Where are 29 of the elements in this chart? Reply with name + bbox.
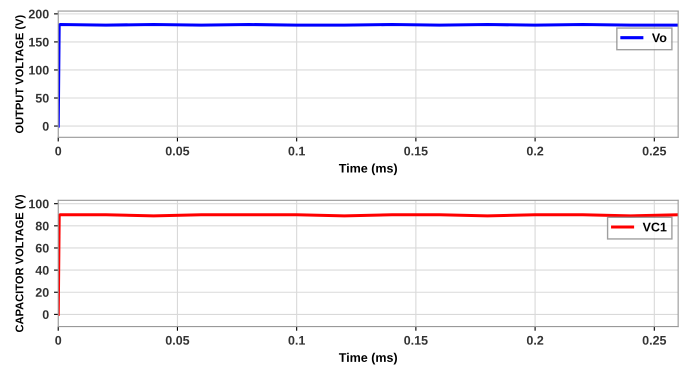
y-tick-label: 50: [36, 94, 49, 103]
y-tick-label: 20: [36, 288, 49, 297]
x-tick-label: 0: [55, 336, 62, 345]
x-tick-label: 0.05: [166, 336, 190, 345]
y-tick-label: 80: [36, 222, 49, 230]
y-tick-label: 60: [36, 244, 49, 253]
x-tick-label: 0.2: [526, 336, 544, 345]
y-tick-label: 100: [29, 66, 49, 75]
x-tick-label: 0.1: [288, 336, 305, 345]
y-tick-label: 0: [42, 122, 49, 131]
y-tick-label: 0: [42, 310, 49, 320]
legend-label: Vo: [652, 33, 666, 42]
x-tick-label: 0.05: [166, 146, 190, 156]
x-tick-label: 0: [55, 146, 62, 156]
x-tick-label: 0.1: [288, 146, 305, 156]
x-tick-label: 0.15: [404, 336, 428, 345]
y-axis-title: CAPACITOR VOLTAGE (V): [15, 194, 26, 332]
y-tick-label: 40: [35, 266, 49, 275]
y-tick-label: 200: [28, 10, 49, 19]
y-tick-label: 150: [29, 38, 49, 47]
legend-label: VC1: [642, 222, 667, 232]
y-axis-title: OUTPUT VOLTAGE (V): [15, 15, 26, 134]
x-tick-label: 0.15: [404, 146, 428, 156]
x-tick-label: 0.25: [642, 146, 666, 156]
x-tick-label: 0.25: [642, 336, 666, 345]
y-tick-label: 100: [29, 199, 49, 208]
x-axis-title: Time (ms): [338, 352, 397, 364]
x-axis-title: Time (ms): [338, 164, 397, 176]
x-tick-label: 0.2: [526, 146, 544, 156]
